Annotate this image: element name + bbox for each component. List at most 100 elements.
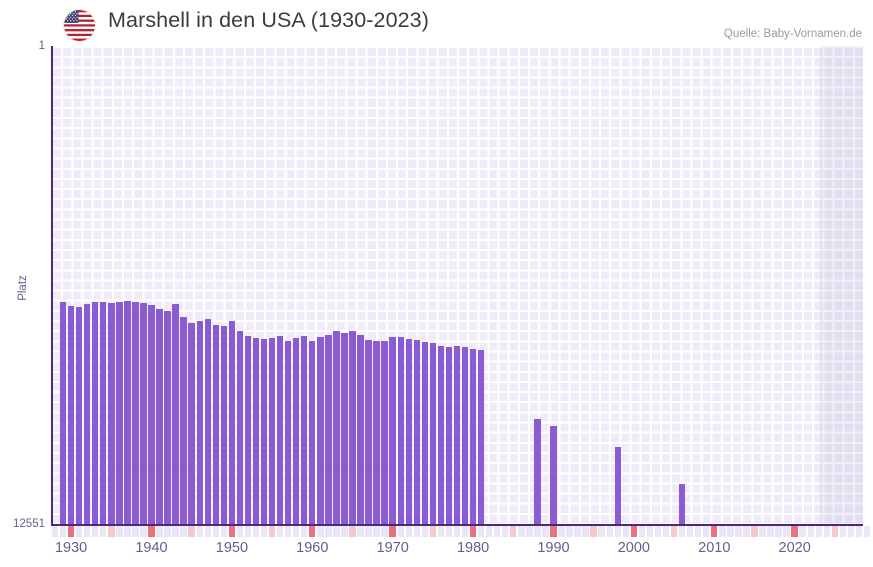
bar: [92, 301, 99, 525]
bar: [83, 303, 91, 525]
bar: [445, 347, 453, 525]
x-axis-tick-minor: [244, 526, 252, 537]
x-axis-tick-minor: [839, 526, 847, 537]
x-axis-tick-major: [791, 526, 798, 537]
bar: [469, 348, 477, 525]
x-axis-tick-minor: [783, 526, 790, 537]
us-flag-icon: [64, 10, 95, 41]
x-axis-tick-minor: [357, 526, 364, 537]
bar: [413, 339, 420, 525]
x-axis-tick-minor: [236, 526, 244, 537]
bar: [309, 341, 316, 525]
bar: [260, 339, 268, 525]
x-axis-tick-minor: [381, 526, 388, 537]
bar: [534, 419, 541, 525]
x-axis-tick-minor: [493, 526, 501, 537]
x-axis-tick-minor: [437, 526, 445, 537]
x-axis-tick-minor: [75, 526, 83, 537]
bar: [614, 446, 621, 525]
x-axis-tick-major: [67, 526, 75, 537]
chart-header: Marshell in den USA (1930-2023) Quelle: …: [0, 0, 873, 44]
bar: [381, 341, 388, 525]
x-axis-tick-label: 1980: [456, 540, 490, 556]
bar: [276, 336, 284, 525]
x-axis-tick-minor: [646, 526, 654, 537]
bar: [333, 331, 340, 525]
bar: [132, 302, 139, 525]
x-axis-tick-minor: [100, 526, 107, 537]
y-axis-line: [51, 46, 53, 525]
chart-plot-area: [51, 46, 863, 525]
bar: [252, 337, 260, 525]
x-axis-tick-minor: [413, 526, 420, 537]
x-axis-tick-minor: [743, 526, 750, 537]
x-axis-tick-minor: [855, 526, 863, 537]
bar: [461, 346, 469, 525]
x-axis-tick-minor: [92, 526, 99, 537]
bar: [108, 302, 115, 525]
bar: [421, 342, 429, 525]
x-axis-tick-minor: [799, 526, 806, 537]
x-axis-tick-minor: [831, 526, 839, 537]
page-title: Marshell in den USA (1930-2023): [108, 8, 430, 32]
x-axis-tick-minor: [526, 526, 533, 537]
bar: [397, 336, 404, 525]
x-axis-tick-minor: [654, 526, 662, 537]
bar: [100, 302, 107, 525]
x-axis-tick-label: 1960: [296, 540, 329, 556]
bar: [75, 306, 83, 525]
x-axis-tick-minor: [815, 526, 822, 537]
x-axis-tick-minor: [751, 526, 758, 537]
x-axis-tick-minor: [582, 526, 589, 537]
x-axis-tick-marks: [51, 526, 871, 537]
x-axis-tick-minor: [767, 526, 774, 537]
bar-series: [51, 46, 863, 525]
bar: [325, 334, 332, 525]
x-axis-tick-minor: [284, 526, 292, 537]
x-axis-tick-minor: [606, 526, 613, 537]
x-axis-tick-minor: [542, 526, 549, 537]
y-axis-title: Platz: [17, 275, 29, 301]
x-axis-tick-minor: [429, 526, 437, 537]
x-axis-tick-minor: [614, 526, 621, 537]
x-axis-tick-major: [389, 526, 396, 537]
x-axis-tick-minor: [686, 526, 694, 537]
bar: [228, 321, 236, 525]
x-axis-tick-minor: [534, 526, 541, 537]
x-axis-tick-minor: [694, 526, 702, 537]
x-axis-tick-major: [550, 526, 557, 537]
x-axis-tick-minor: [558, 526, 565, 537]
x-axis-tick-major: [469, 526, 477, 537]
x-axis-tick-major: [228, 526, 236, 537]
x-axis-tick-minor: [622, 526, 630, 537]
x-axis-tick-minor: [341, 526, 348, 537]
x-axis-tick-minor: [477, 526, 485, 537]
y-axis-bottom-tick-label: 12551: [13, 518, 45, 530]
bar: [67, 306, 75, 525]
x-axis-tick-minor: [727, 526, 734, 537]
x-axis-tick-minor: [453, 526, 461, 537]
source-attribution: Quelle: Baby-Vornamen.de: [723, 28, 862, 40]
x-axis-tick-minor: [172, 526, 179, 537]
bar: [116, 302, 123, 525]
x-axis-tick-minor: [510, 526, 517, 537]
bar: [188, 323, 195, 525]
x-axis-tick-minor: [598, 526, 605, 537]
bar: [678, 484, 686, 525]
bar: [156, 309, 163, 525]
x-axis-tick-minor: [807, 526, 814, 537]
x-axis-tick-minor: [518, 526, 525, 537]
x-axis-tick-minor: [156, 526, 163, 537]
x-axis-tick-minor: [678, 526, 686, 537]
x-axis-tick-label: 1990: [537, 540, 570, 556]
x-axis-tick-minor: [823, 526, 831, 537]
bar: [341, 332, 348, 525]
x-axis-tick-minor: [325, 526, 332, 537]
x-axis-tick-minor: [220, 526, 228, 537]
x-axis-line: [51, 524, 863, 526]
bar: [196, 321, 203, 525]
bar: [301, 336, 308, 525]
x-axis-tick-minor: [204, 526, 211, 537]
x-axis-tick-minor: [116, 526, 123, 537]
bar: [437, 345, 445, 525]
